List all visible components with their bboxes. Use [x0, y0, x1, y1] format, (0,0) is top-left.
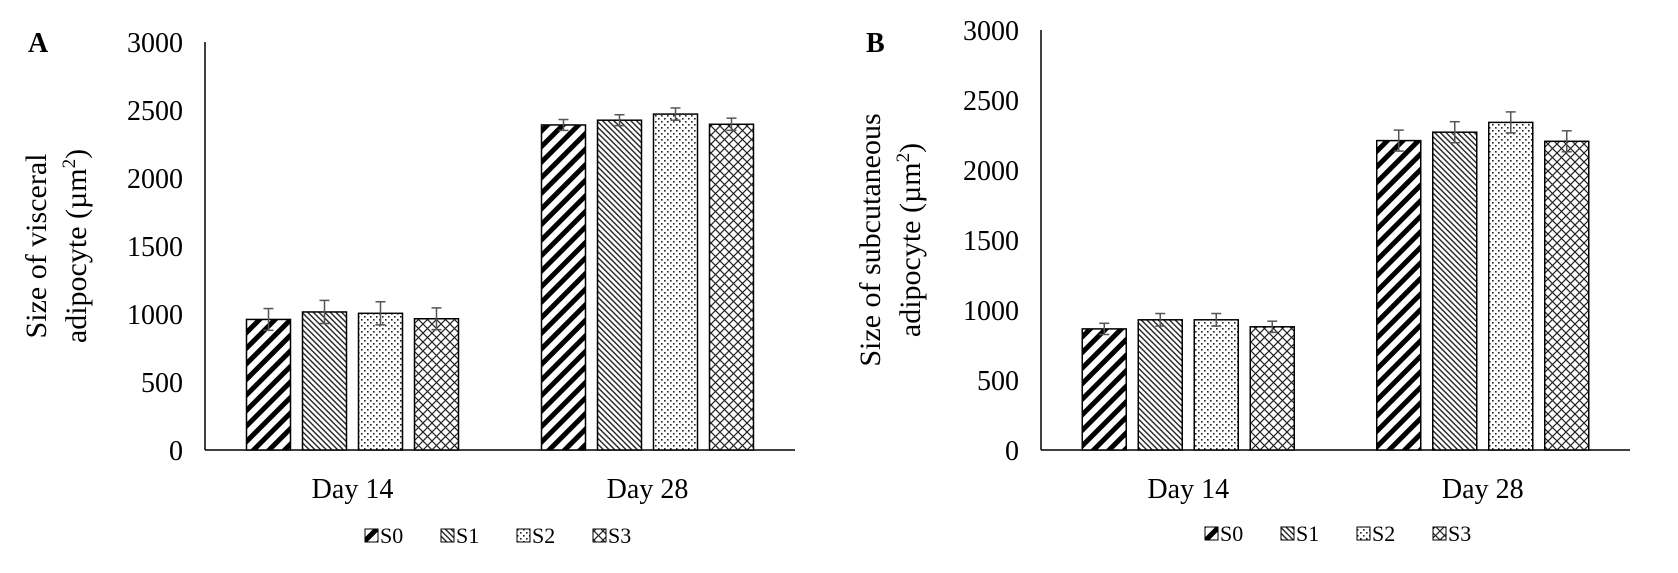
x-category-label: Day 14	[312, 474, 394, 505]
error-bar	[1393, 129, 1404, 152]
legend-label: S3	[608, 523, 631, 548]
error-bar	[1267, 320, 1278, 334]
legend-label: S1	[1296, 521, 1319, 546]
legend-item: S1	[1280, 521, 1319, 546]
legend-item: S2	[1356, 521, 1395, 546]
y-tick-label: 500	[977, 366, 1019, 397]
y-tick-label: 3000	[127, 28, 183, 59]
y-tick-label: 1000	[963, 296, 1019, 327]
legend-label: S1	[456, 523, 479, 548]
legend-label: S2	[1372, 521, 1395, 546]
bar	[1081, 328, 1127, 451]
bar	[1488, 121, 1534, 451]
legend-item: S0	[1204, 521, 1243, 546]
error-bar	[375, 301, 386, 326]
legend-label: S2	[532, 523, 555, 548]
y-tick-label: 1500	[127, 232, 183, 263]
error-bar	[431, 307, 442, 331]
y-tick-label: 2500	[127, 96, 183, 127]
legend-swatch	[516, 528, 531, 543]
legend: S0 S1 S2 S3	[364, 523, 631, 548]
bar	[1544, 140, 1590, 451]
legend-label: S0	[1220, 521, 1243, 546]
x-category-label: Day 14	[1147, 474, 1229, 505]
bar	[540, 124, 587, 451]
error-bar	[319, 299, 330, 325]
error-bar	[1505, 111, 1516, 134]
legend-label: S3	[1448, 521, 1471, 546]
y-tick-label: 2000	[127, 164, 183, 195]
x-category-label: Day 28	[607, 474, 689, 505]
y-tick-label: 1000	[127, 300, 183, 331]
bar	[596, 119, 643, 451]
y-axis-label-line1: Size of subcutaneous	[854, 113, 887, 366]
bar	[708, 123, 755, 451]
legend-swatch	[1432, 526, 1447, 541]
bar	[1137, 319, 1183, 451]
error-bar	[263, 307, 274, 332]
y-tick-label: 0	[1005, 436, 1019, 467]
y-tick-label: 2000	[963, 156, 1019, 187]
bar	[301, 311, 348, 451]
legend-item: S3	[592, 523, 631, 548]
bar	[652, 113, 699, 451]
bar	[413, 318, 460, 451]
chart-panel-a: A 0 500 1000 1500 2000 2500 3000 Size of viscera…	[20, 28, 795, 548]
bar	[1193, 319, 1239, 451]
y-axis-label-line1: Size of visceral	[20, 154, 53, 339]
panel-label: A	[28, 28, 49, 59]
error-bar	[614, 114, 625, 127]
error-bar	[1155, 312, 1166, 327]
y-tick-label: 1500	[963, 226, 1019, 257]
error-bar	[1449, 120, 1460, 144]
legend-item: S3	[1432, 521, 1471, 546]
legend-item: S0	[364, 523, 403, 548]
legend: S0 S1 S2 S3	[1204, 521, 1471, 546]
y-axis-label-line2: adipocyte (µm2)	[893, 143, 927, 337]
y-tick-label: 500	[141, 368, 183, 399]
legend-swatch	[1204, 526, 1219, 541]
legend-item: S1	[440, 523, 479, 548]
legend-swatch	[440, 528, 455, 543]
y-tick-label: 3000	[963, 16, 1019, 47]
legend-item: S2	[516, 523, 555, 548]
y-tick-label: 0	[169, 436, 183, 467]
bar	[1249, 326, 1295, 451]
x-category-label: Day 28	[1442, 474, 1524, 505]
legend-swatch	[1280, 526, 1295, 541]
legend-swatch	[592, 528, 607, 543]
legend-swatch	[1356, 526, 1371, 541]
error-bar	[558, 118, 569, 132]
y-axis-label-line2: adipocyte (µm2)	[59, 149, 93, 343]
bar	[245, 318, 292, 451]
bar	[1432, 131, 1478, 451]
legend-swatch	[364, 528, 379, 543]
error-bar	[726, 117, 737, 132]
panel-label: B	[866, 28, 885, 59]
error-bar	[1561, 130, 1572, 153]
error-bar	[670, 107, 681, 121]
bar	[1376, 139, 1422, 451]
error-bar	[1099, 322, 1110, 336]
error-bar	[1211, 312, 1222, 327]
bar	[357, 312, 404, 451]
y-tick-label: 2500	[963, 86, 1019, 117]
chart-panel-b: B 0 500 1000 1500 2000 2500 3000 Size of subcuta…	[854, 16, 1630, 546]
legend-label: S0	[380, 523, 403, 548]
